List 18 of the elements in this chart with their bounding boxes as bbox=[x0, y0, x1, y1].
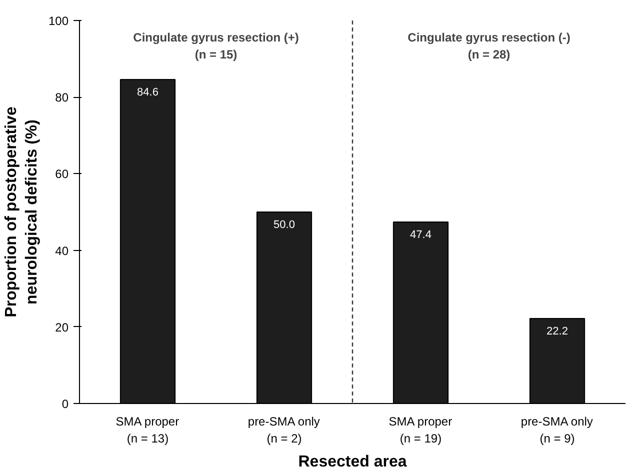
y-tick-label: 80 bbox=[55, 90, 69, 105]
data-label: 22.2 bbox=[546, 325, 568, 338]
x-tick-label: SMA proper (n = 13) bbox=[116, 414, 180, 446]
data-label: 50.0 bbox=[274, 219, 295, 231]
y-tick-label: 60 bbox=[55, 167, 69, 182]
data-label: 84.6 bbox=[137, 86, 158, 98]
y-axis-title: Proportion of postoperative neurological deficits (%) bbox=[3, 106, 40, 318]
y-tick-label: 40 bbox=[55, 244, 69, 258]
data-label: 47.4 bbox=[410, 228, 432, 241]
annotation: Cingulate gyrus resection (+) (n = 15) bbox=[133, 30, 299, 62]
x-tick-label: pre-SMA only (n = 2) bbox=[248, 414, 320, 446]
x-tick-label: pre-SMA only (n = 9) bbox=[520, 414, 593, 446]
y-tick-label: 100 bbox=[48, 14, 69, 28]
x-tick-label: SMA proper (n = 19) bbox=[388, 414, 452, 446]
y-tick-label: 0 bbox=[62, 397, 69, 411]
y-tick-label: 20 bbox=[55, 320, 69, 334]
x-axis-title: Resected area bbox=[298, 453, 407, 470]
annotation: Cingulate gyrus resection (-) (n = 28) bbox=[408, 30, 570, 62]
